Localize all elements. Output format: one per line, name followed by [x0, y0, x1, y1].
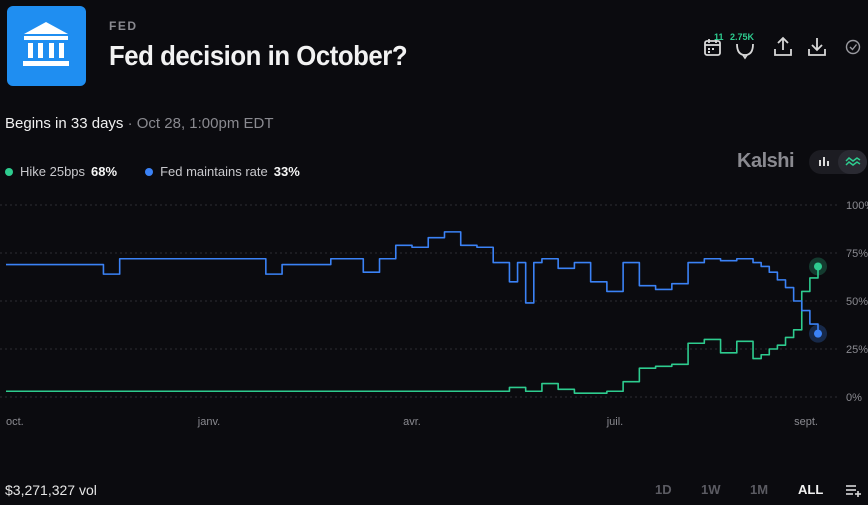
calendar-badge: 11 — [714, 32, 724, 42]
legend-dot-hike — [5, 167, 13, 176]
chart-legend: Hike 25bps 68% Fed maintains rate 33% — [5, 164, 328, 179]
x-tick-label: juil. — [606, 416, 624, 428]
download-button[interactable] — [804, 34, 830, 60]
range-all[interactable]: ALL — [798, 482, 824, 497]
y-tick-label: 100% — [846, 200, 868, 212]
x-tick-label: avr. — [403, 416, 421, 428]
comments-icon — [736, 43, 754, 60]
series-line-1 — [6, 231, 819, 334]
series-line-0 — [6, 266, 819, 394]
x-tick-label: oct. — [6, 416, 24, 428]
legend-value-hike: 68% — [91, 164, 118, 179]
check-circle-icon — [845, 39, 861, 55]
comments-badge: 2.75K — [730, 32, 755, 42]
bar-chart-icon — [819, 157, 829, 166]
market-title: Fed decision in October? — [109, 40, 408, 71]
list-add-button[interactable] — [845, 482, 863, 498]
legend-dot-maintain — [145, 167, 154, 176]
share-icon — [774, 36, 792, 56]
y-tick-label: 50% — [846, 296, 868, 308]
bank-building-icon — [23, 22, 69, 66]
share-button[interactable] — [770, 34, 796, 60]
y-tick-label: 0% — [846, 392, 862, 404]
bank-logo — [7, 6, 86, 86]
legend-name-maintain: Fed maintains rate — [160, 164, 268, 179]
range-1m[interactable]: 1M — [750, 482, 769, 497]
y-tick-label: 75% — [846, 248, 868, 260]
price-chart: 100% 75% 50% 25% 0% oct. janv. avr. juil. sept. — [0, 200, 868, 428]
y-tick-label: 25% — [846, 344, 868, 356]
series-endpoint-1 — [814, 329, 822, 338]
series-endpoint-0 — [814, 262, 822, 271]
kalshi-brand: Kalshi — [737, 150, 795, 172]
event-date: Oct 28, 1:00pm EDT — [136, 115, 274, 132]
bar-view-button[interactable] — [809, 150, 838, 174]
calendar-icon — [704, 39, 721, 56]
volume-label: $3,271,327 vol — [5, 482, 97, 498]
range-1d[interactable]: 1D — [655, 482, 672, 497]
comments-button[interactable]: 2.75K — [730, 32, 758, 60]
schedule-separator: · — [123, 115, 137, 132]
calendar-button[interactable]: 11 — [700, 32, 726, 60]
line-chart-icon — [845, 157, 861, 166]
line-view-button[interactable] — [838, 150, 867, 174]
list-add-icon — [846, 485, 861, 497]
x-tick-label: janv. — [197, 416, 220, 428]
legend-value-maintain: 33% — [273, 164, 300, 179]
check-button[interactable] — [840, 34, 866, 60]
download-icon — [808, 38, 826, 56]
x-tick-label: sept. — [794, 416, 818, 428]
view-toggle — [809, 150, 867, 174]
range-1w[interactable]: 1W — [701, 482, 721, 497]
market-category: FED — [109, 19, 138, 33]
legend-name-hike: Hike 25bps — [20, 164, 86, 179]
schedule-info: Begins in 33 days · Oct 28, 1:00pm EDT — [5, 115, 274, 132]
begins-text: Begins in 33 days — [5, 115, 124, 132]
